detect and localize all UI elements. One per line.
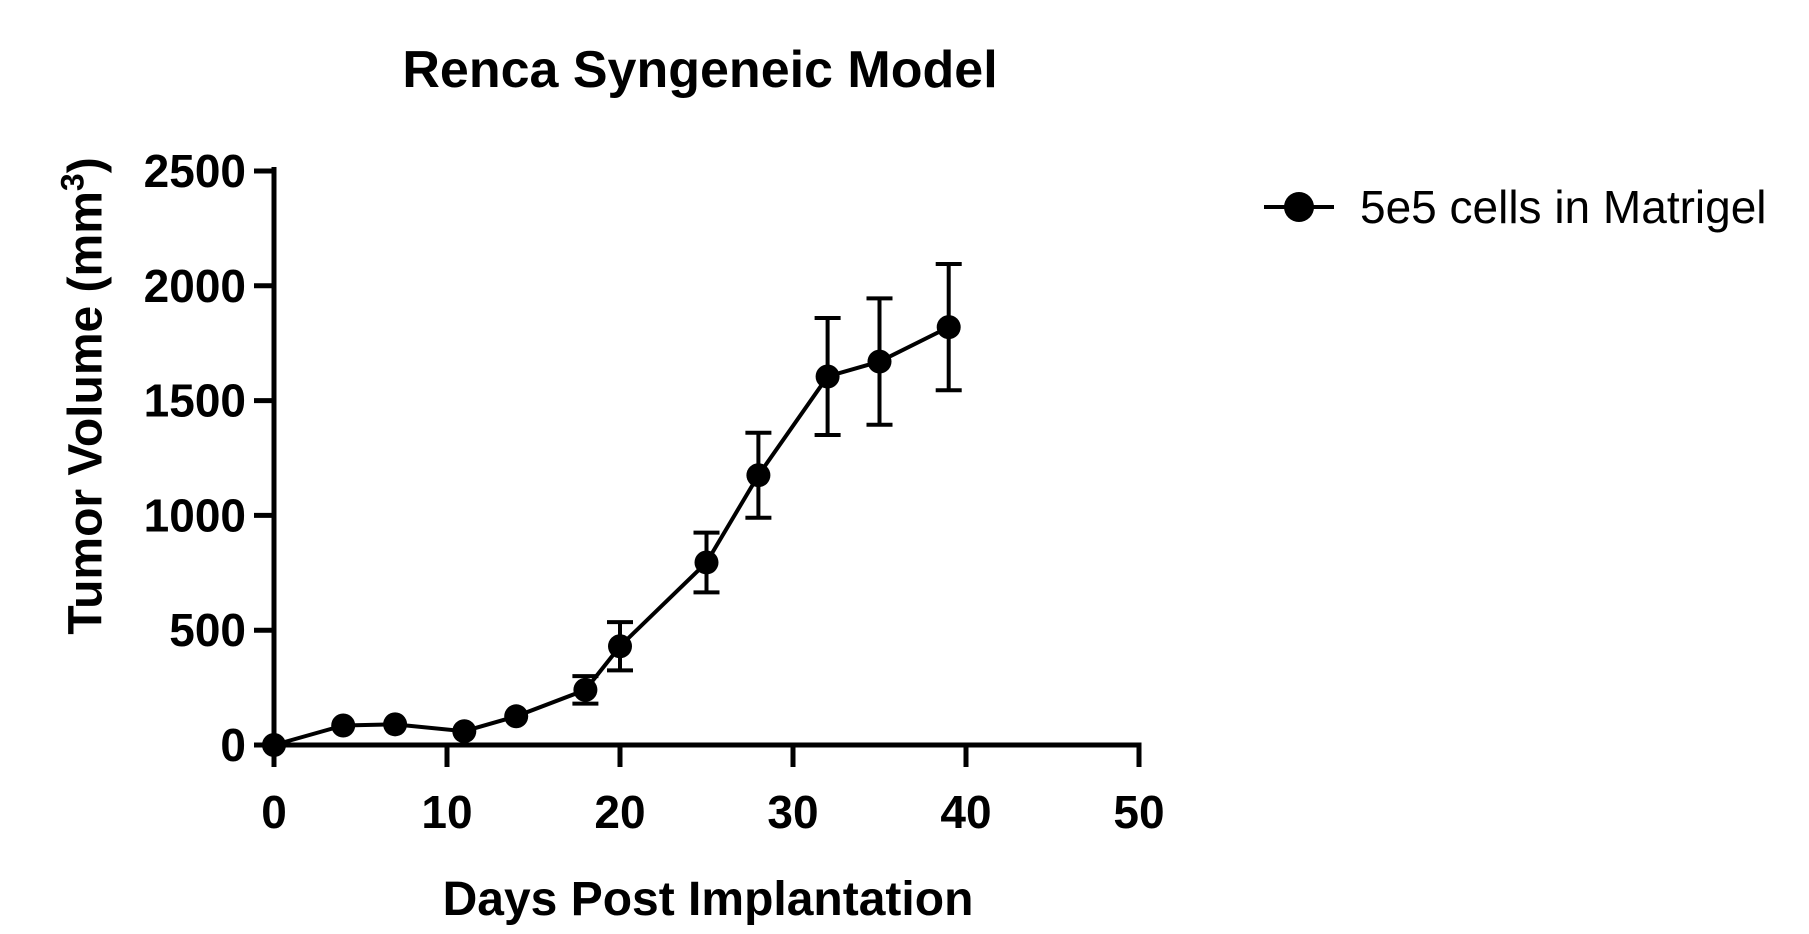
x-tick-label: 40 bbox=[940, 786, 991, 838]
x-tick-label: 20 bbox=[594, 786, 645, 838]
y-tick-label: 2000 bbox=[144, 260, 246, 312]
data-point-marker bbox=[746, 463, 771, 488]
data-point-marker bbox=[936, 315, 961, 340]
series-line bbox=[273, 325, 950, 747]
x-tick-label: 0 bbox=[261, 786, 287, 838]
y-tick-label: 0 bbox=[220, 719, 246, 771]
y-tick-label: 2500 bbox=[144, 145, 246, 197]
data-point-marker bbox=[262, 733, 286, 757]
data-point-marker bbox=[383, 712, 408, 737]
x-tick-label: 30 bbox=[767, 786, 818, 838]
y-axis-title: Tumor Volume (mm3) bbox=[55, 157, 114, 635]
x-tick-label: 10 bbox=[421, 786, 472, 838]
y-axis-title-text: Tumor Volume (mm bbox=[59, 191, 113, 635]
data-point-marker bbox=[867, 349, 892, 374]
legend-series-marker-icon bbox=[1264, 192, 1334, 222]
data-point-marker bbox=[452, 719, 477, 744]
data-point-marker bbox=[815, 364, 840, 389]
y-tick-label: 1000 bbox=[144, 489, 246, 541]
data-point-marker bbox=[504, 704, 529, 729]
x-axis-title: Days Post Implantation bbox=[442, 873, 974, 926]
chart-title: Renca Syngeneic Model bbox=[402, 41, 998, 99]
legend-series-label: 5e5 cells in Matrigel bbox=[1360, 181, 1767, 233]
x-tick-label: 50 bbox=[1113, 786, 1164, 838]
data-point-marker bbox=[331, 713, 356, 738]
data-point-marker bbox=[694, 550, 719, 575]
y-tick-label: 1500 bbox=[144, 375, 246, 427]
y-axis-title-superscript: 3 bbox=[54, 173, 91, 192]
legend: 5e5 cells in Matrigel bbox=[1262, 180, 1767, 234]
data-point-marker bbox=[608, 634, 632, 659]
y-axis-title-close: ) bbox=[59, 157, 113, 174]
data-point-marker bbox=[573, 677, 598, 702]
y-tick-label: 500 bbox=[169, 604, 246, 656]
